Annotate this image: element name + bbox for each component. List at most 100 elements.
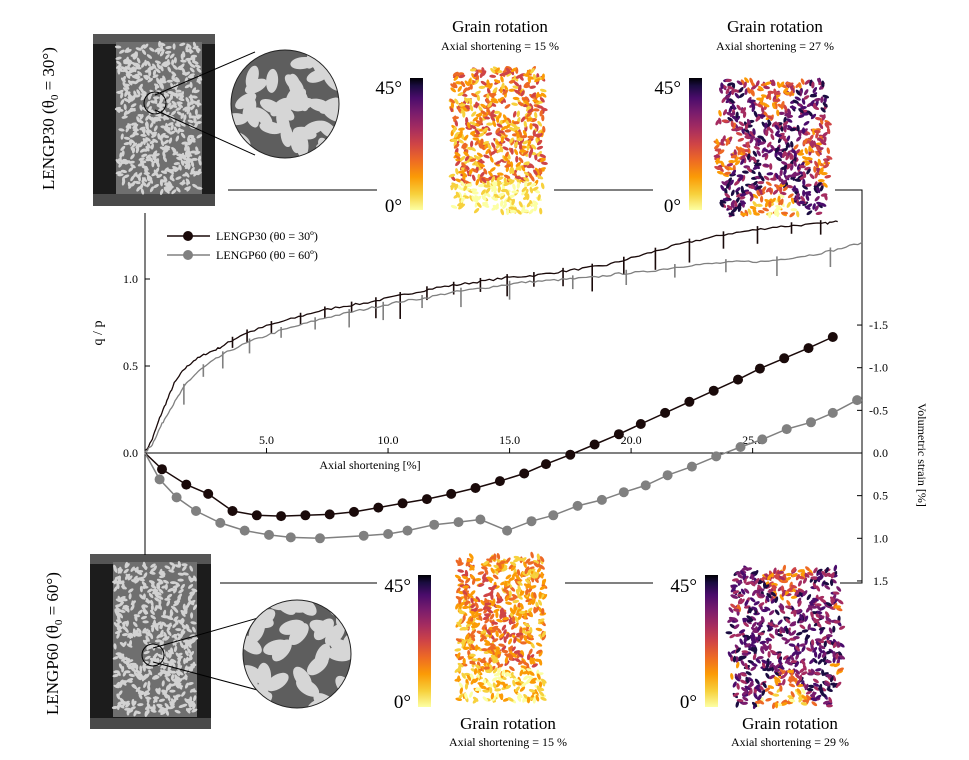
grain (812, 617, 819, 624)
grain (757, 619, 764, 626)
grain (148, 706, 156, 710)
panel-3-title: Grain rotation (460, 714, 556, 733)
grain (489, 167, 496, 172)
grain (504, 129, 512, 133)
grain (486, 649, 493, 655)
grain (194, 64, 201, 69)
grain (541, 73, 545, 81)
grain (504, 580, 508, 588)
grain (154, 597, 160, 602)
grain (490, 109, 495, 116)
grain (774, 664, 779, 671)
grain (515, 686, 520, 692)
grain (472, 116, 479, 122)
grain (491, 196, 498, 201)
grain (522, 571, 529, 577)
grain (534, 167, 540, 174)
grain (742, 696, 749, 702)
grain (795, 82, 801, 88)
grain (458, 103, 466, 107)
grain (457, 662, 464, 668)
grain (146, 100, 151, 107)
grain (730, 208, 737, 214)
grain (463, 134, 469, 141)
grain (837, 599, 844, 605)
vol-point-series-2 (239, 525, 250, 536)
grain (757, 694, 762, 701)
grain (161, 585, 168, 589)
grain (178, 704, 185, 709)
grain (492, 87, 498, 93)
grain (822, 182, 828, 188)
grain (164, 62, 171, 67)
grain (172, 148, 177, 155)
grain (177, 127, 181, 134)
grain (329, 638, 351, 657)
grain (767, 148, 774, 154)
grain (129, 134, 136, 138)
grain (720, 184, 725, 192)
grain (141, 581, 147, 587)
grain (458, 608, 464, 614)
grain (750, 666, 757, 671)
grain (528, 670, 535, 676)
x-tick-label: 5.0 (259, 433, 274, 447)
grain (130, 665, 137, 670)
vol-point-series-1 (635, 419, 646, 429)
vol-point-series-2 (618, 487, 629, 498)
grain (187, 49, 194, 53)
grain (149, 47, 155, 52)
grain (478, 163, 485, 168)
grain (495, 140, 502, 146)
grain (794, 178, 802, 182)
grain (793, 635, 800, 640)
grain (804, 147, 809, 155)
grain (740, 212, 748, 216)
grain (495, 160, 502, 165)
grain (752, 156, 757, 163)
grain (159, 146, 166, 150)
grain (173, 57, 177, 64)
grain (469, 158, 477, 162)
grain (517, 692, 523, 698)
grain (810, 93, 818, 98)
grain (188, 583, 194, 589)
grain (167, 630, 172, 636)
grain (128, 640, 133, 647)
vol-point-series-2 (264, 529, 274, 540)
grain (787, 678, 795, 682)
grain (761, 689, 766, 696)
grain (500, 194, 506, 200)
grain (171, 661, 176, 668)
grain (190, 166, 195, 173)
grain (800, 106, 807, 110)
grain (785, 572, 793, 577)
grain (187, 134, 195, 138)
grain (506, 117, 512, 124)
grain (142, 609, 147, 615)
grain (500, 200, 504, 207)
grain (833, 620, 841, 624)
grain (118, 690, 123, 696)
grain (758, 171, 762, 179)
grain (185, 623, 190, 630)
grain (817, 137, 824, 142)
grain (134, 62, 141, 67)
grain (750, 635, 755, 643)
grain (149, 657, 156, 662)
grain (520, 682, 527, 688)
grain (465, 183, 473, 187)
grain (192, 56, 196, 64)
grain (713, 154, 721, 158)
grain (157, 583, 161, 590)
grain (803, 89, 809, 96)
panel-4-title: Grain rotation (742, 714, 838, 733)
grain (143, 682, 147, 688)
grain (774, 628, 778, 636)
grain (815, 610, 823, 615)
grain (497, 180, 501, 187)
grain (467, 615, 472, 623)
grain (464, 633, 470, 640)
grain (195, 99, 200, 105)
grain (455, 154, 461, 160)
